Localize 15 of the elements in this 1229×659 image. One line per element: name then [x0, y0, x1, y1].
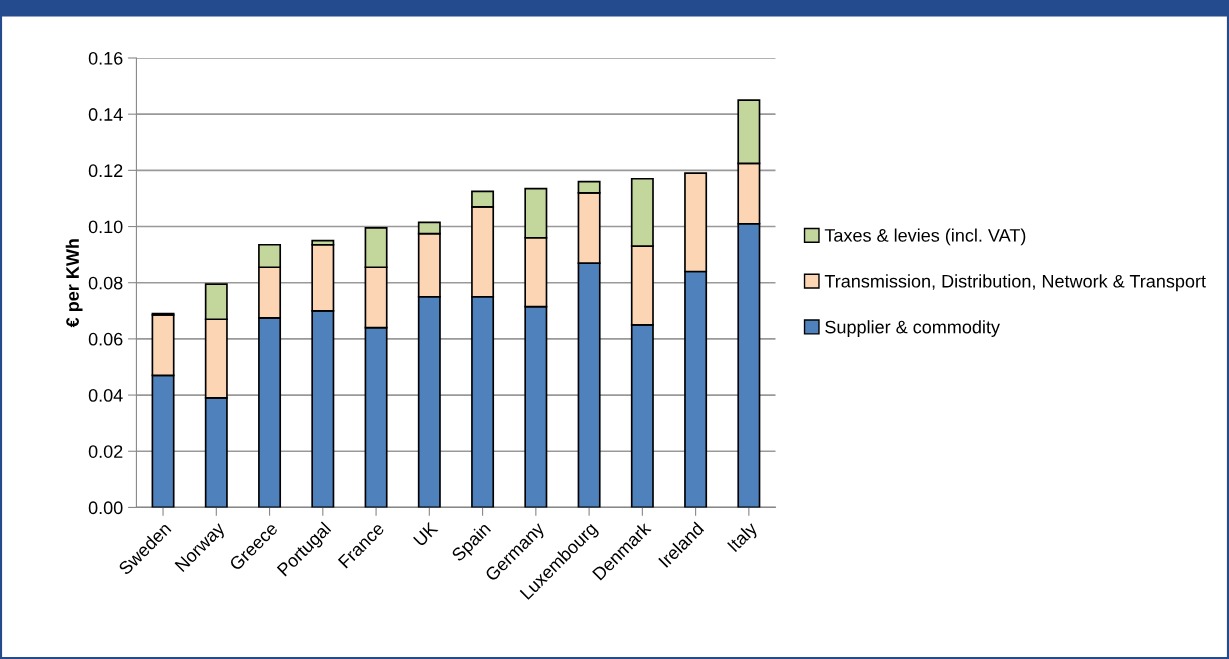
y-tick-label: 0.06	[88, 332, 123, 346]
legend-label: Supplier & commodity	[825, 320, 1000, 337]
legend-label: Transmission, Distribution, Network & Transport	[824, 274, 1206, 292]
y-tick-label: 0.16	[88, 51, 123, 65]
y-tick-label: 0.12	[88, 164, 123, 178]
y-tick-label: 0.14	[88, 108, 123, 121]
y-tick-label: 0.02	[88, 445, 123, 458]
y-axis-title: € per KWh	[65, 239, 83, 328]
y-tick-label: 0.04	[88, 389, 123, 402]
y-tick-label: 0.10	[88, 220, 123, 234]
y-tick-label: 0.08	[88, 276, 123, 290]
legend-label: Taxes & levies (incl. VAT)	[824, 228, 1026, 246]
x-tick-label: Italy	[726, 520, 761, 555]
x-tick-label: UK	[413, 521, 439, 547]
y-tick-label: 0.00	[88, 501, 123, 515]
